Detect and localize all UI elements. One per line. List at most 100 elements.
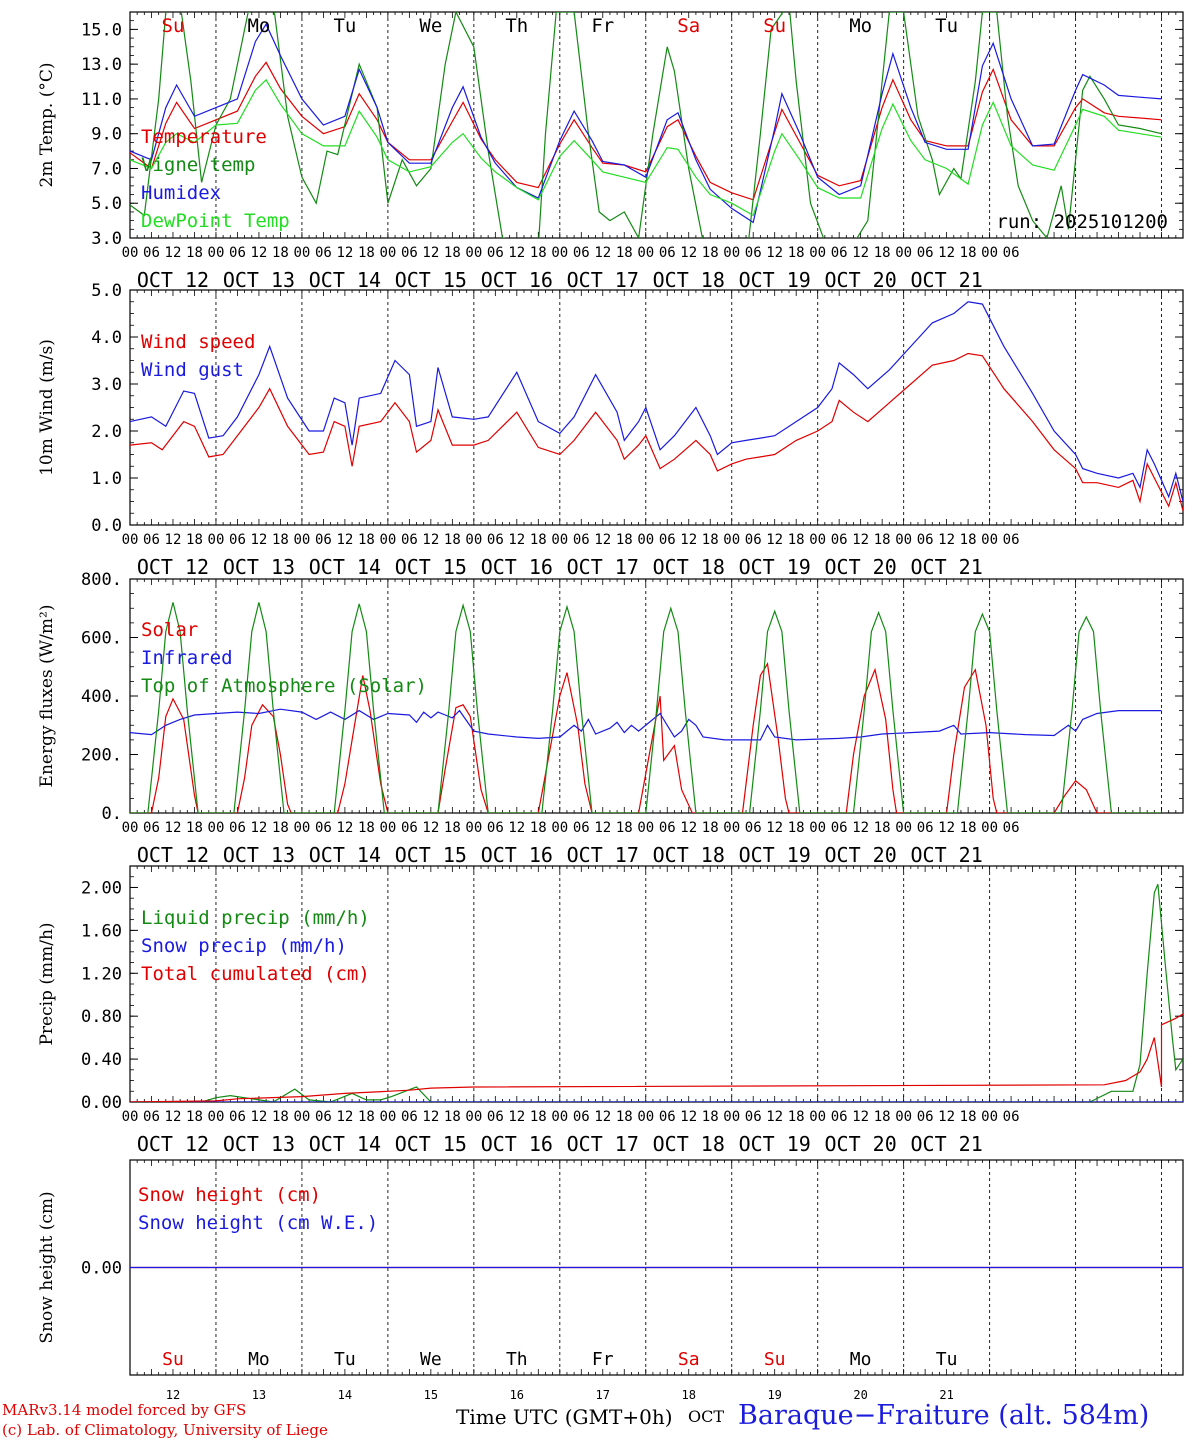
legend-entry: Snow height (cm W.E.)	[138, 1212, 378, 1234]
hour-tick-label: 06	[745, 245, 762, 261]
series-line-humidex	[130, 22, 1162, 224]
date-label: OCT 21	[910, 1132, 982, 1156]
hour-tick-label: 00	[895, 532, 912, 548]
hour-tick-label: 18	[616, 532, 633, 548]
hour-tick-label: 00	[809, 532, 826, 548]
hour-tick-label: 18	[874, 532, 891, 548]
weekday-label: Tu	[935, 15, 958, 37]
hour-tick-label: 12	[508, 245, 525, 261]
panel-wind: 0.0 1.0 2.0 3.0 4.0 5.0 10m Wind (m/s) Wind spe…	[37, 281, 1184, 579]
day-number-label: 12	[166, 1388, 180, 1402]
hour-tick-label: 06	[659, 1109, 676, 1125]
date-label: OCT 14	[309, 555, 381, 579]
legend-entry: DewPoint Temp	[141, 210, 290, 232]
hour-tick-label: 18	[272, 245, 289, 261]
legend-entry: Vigne temp	[141, 154, 255, 176]
hour-tick-label: 00	[895, 820, 912, 836]
y-tick-label: 2.0	[91, 422, 122, 442]
hour-tick-label: 12	[251, 245, 268, 261]
y-tick-label: 0.00	[81, 1093, 122, 1113]
hour-tick-label: 06	[1003, 245, 1020, 261]
y-tick-label: 600.	[81, 629, 122, 649]
legend-entry: Total cumulated (cm)	[141, 963, 370, 985]
hour-tick-label: 12	[766, 532, 783, 548]
hour-tick-label: 18	[358, 245, 375, 261]
y-tick-label: 7.0	[91, 159, 122, 179]
hour-tick-label: 06	[487, 820, 504, 836]
legend-entry: Temperature	[141, 126, 267, 148]
hour-tick-label: 12	[938, 245, 955, 261]
hour-tick-label: 18	[960, 820, 977, 836]
date-label: OCT 16	[481, 555, 553, 579]
hour-tick-label: 18	[874, 1109, 891, 1125]
hour-tick-label: 00	[809, 820, 826, 836]
day-number-label: 18	[682, 1388, 696, 1402]
y-axis-title: Precip (mm/h)	[37, 922, 57, 1045]
panel-temp: 3.0 5.0 7.0 9.0 11.0 13.0 15.0 2m Temp. (°C) Tem…	[37, 11, 1184, 292]
hour-tick-label: 06	[745, 820, 762, 836]
weekday-label: Fr	[592, 1349, 614, 1370]
hour-tick-label: 00	[208, 532, 225, 548]
hour-tick-label: 12	[594, 1109, 611, 1125]
hour-tick-label: 00	[465, 1109, 482, 1125]
day-number-label: 20	[853, 1388, 867, 1402]
hour-tick-label: 06	[1003, 1109, 1020, 1125]
hour-tick-label: 12	[336, 245, 353, 261]
y-tick-label: 1.20	[81, 964, 122, 984]
series-line-vigne-temp	[130, 12, 1162, 238]
hour-tick-label: 00	[723, 820, 740, 836]
hour-tick-label: 12	[336, 532, 353, 548]
hour-tick-label: 18	[788, 245, 805, 261]
date-label: OCT 20	[825, 843, 897, 867]
date-label: OCT 16	[481, 268, 553, 292]
weekday-label: Fr	[591, 15, 614, 37]
y-tick-label: 0.00	[81, 1259, 122, 1279]
series-line-top-of-atmosphere-solar-	[130, 602, 1162, 813]
hour-tick-label: 12	[852, 245, 869, 261]
hour-tick-label: 06	[143, 1109, 160, 1125]
hour-tick-label: 12	[251, 1109, 268, 1125]
hour-tick-label: 00	[122, 245, 139, 261]
hour-tick-label: 06	[401, 245, 418, 261]
weekday-label: Th	[506, 1349, 528, 1370]
hour-tick-label: 00	[293, 1109, 310, 1125]
hour-tick-label: 18	[444, 1109, 461, 1125]
date-label: OCT 21	[910, 555, 982, 579]
legend-entry: Solar	[141, 619, 198, 641]
weekday-label: Tu	[936, 1349, 958, 1370]
legend-entry: Snow precip (mm/h)	[141, 935, 347, 957]
hour-tick-label: 12	[165, 532, 182, 548]
series-line-wind-speed	[130, 352, 1183, 512]
hour-tick-label: 12	[594, 245, 611, 261]
hour-tick-label: 12	[508, 532, 525, 548]
hour-tick-label: 00	[208, 245, 225, 261]
hour-tick-label: 18	[358, 1109, 375, 1125]
hour-tick-label: 06	[831, 1109, 848, 1125]
hour-tick-label: 00	[637, 820, 654, 836]
hour-tick-label: 00	[981, 820, 998, 836]
hour-tick-label: 18	[358, 820, 375, 836]
y-tick-label: 4.0	[91, 328, 122, 348]
hour-tick-label: 00	[551, 1109, 568, 1125]
day-number-label: 13	[252, 1388, 266, 1402]
hour-tick-label: 00	[293, 532, 310, 548]
hour-tick-label: 06	[831, 245, 848, 261]
hour-tick-label: 06	[745, 532, 762, 548]
hour-tick-label: 18	[788, 1109, 805, 1125]
weekday-label: Sa	[677, 15, 700, 37]
series-line-dewpoint-temp	[130, 78, 1162, 217]
hour-tick-label: 00	[981, 245, 998, 261]
weekday-label: Tu	[333, 15, 356, 37]
date-label: OCT 19	[739, 268, 811, 292]
date-label: OCT 17	[567, 1132, 639, 1156]
date-label: OCT 13	[223, 555, 295, 579]
hour-tick-label: 18	[530, 245, 547, 261]
y-axis-title: Energy fluxes (W/m²)	[37, 605, 57, 788]
date-label: OCT 13	[223, 268, 295, 292]
hour-tick-label: 00	[723, 532, 740, 548]
date-label: OCT 20	[825, 268, 897, 292]
hour-tick-label: 06	[143, 245, 160, 261]
hour-tick-label: 00	[465, 820, 482, 836]
date-label: OCT 19	[739, 555, 811, 579]
hour-tick-label: 00	[809, 245, 826, 261]
